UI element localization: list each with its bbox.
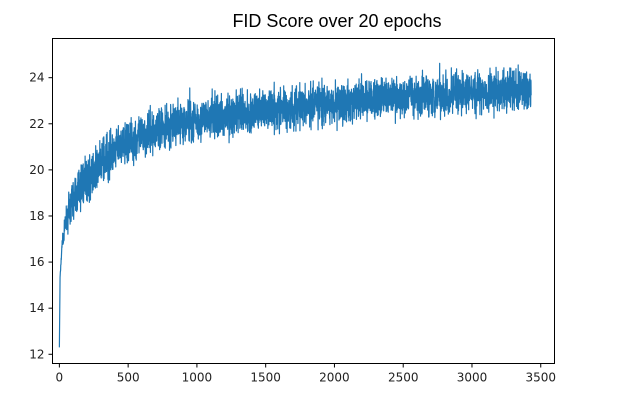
- x-tick-label: 0: [56, 371, 64, 385]
- y-tick-label: 18: [29, 209, 44, 223]
- y-tick-label: 16: [29, 255, 44, 269]
- axes-frame: [52, 38, 555, 364]
- x-tick-label: 3500: [525, 371, 556, 385]
- y-tick-label: 24: [29, 71, 44, 85]
- chart-title: FID Score over 20 epochs: [232, 11, 441, 31]
- x-tick-label: 2000: [319, 371, 350, 385]
- x-tick-label: 2500: [388, 371, 419, 385]
- y-axis: 12 14 16 18 20 22 24: [29, 71, 53, 361]
- y-tick-label: 20: [29, 163, 44, 177]
- plot-area: [58, 62, 532, 348]
- fid-score-line: [58, 62, 532, 348]
- x-tick-label: 1500: [250, 371, 281, 385]
- x-axis: 0 500 1000 1500 2000 2500 3000 3500: [56, 363, 556, 385]
- x-tick-label: 1000: [182, 371, 213, 385]
- x-tick-label: 3000: [457, 371, 488, 385]
- y-tick-label: 22: [29, 117, 44, 131]
- x-tick-label: 500: [117, 371, 140, 385]
- y-tick-label: 12: [29, 347, 44, 361]
- y-tick-label: 14: [29, 301, 44, 315]
